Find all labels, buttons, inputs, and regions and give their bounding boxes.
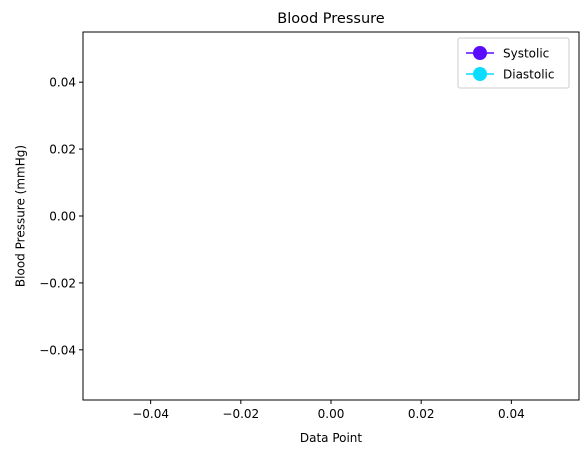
y-axis-title: Blood Pressure (mmHg): [14, 145, 28, 287]
x-tick-label: −0.04: [132, 407, 169, 421]
y-tick-label: 0.02: [49, 143, 76, 157]
y-tick-label: 0.04: [49, 76, 76, 90]
legend: Systolic Diastolic: [457, 37, 570, 89]
legend-label: Systolic: [503, 47, 549, 61]
x-tick-label: 0.00: [318, 407, 345, 421]
x-axis-title: Data Point: [300, 431, 363, 445]
x-tick-label: 0.02: [408, 407, 435, 421]
y-tick-label: −0.04: [39, 343, 76, 357]
plot-area: [82, 31, 580, 401]
chart-title: Blood Pressure: [277, 11, 385, 27]
legend-marker: [473, 67, 487, 81]
y-tick-label: 0.00: [49, 210, 76, 224]
plot-frame: [82, 31, 580, 401]
x-axis: −0.04 −0.02 0.00 0.02 0.04: [132, 400, 525, 421]
y-tick-label: −0.02: [39, 276, 76, 290]
legend-marker: [473, 46, 487, 60]
y-axis: −0.04 −0.02 0.00 0.02 0.04: [39, 76, 83, 357]
x-tick-label: 0.04: [498, 407, 525, 421]
x-tick-label: −0.02: [222, 407, 259, 421]
legend-label: Diastolic: [503, 68, 555, 82]
